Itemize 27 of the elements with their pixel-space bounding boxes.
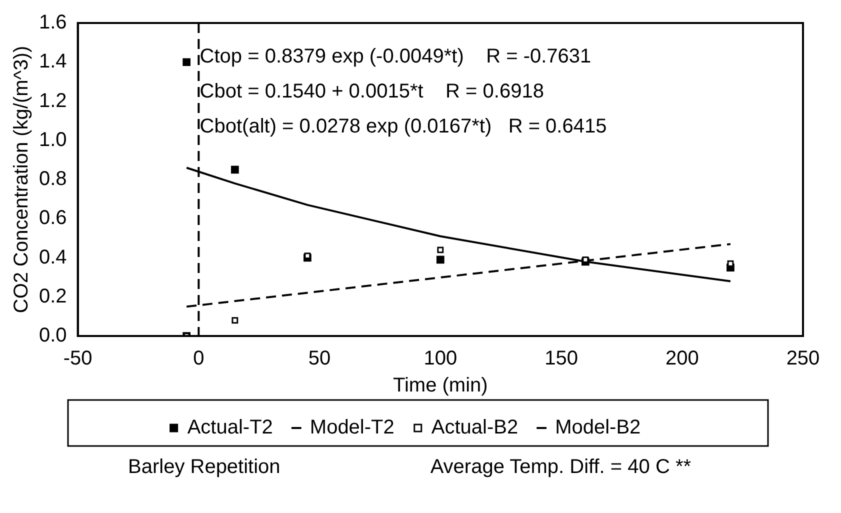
y-tick-label: 1.0 [38, 128, 67, 151]
x-tick-label: 200 [665, 348, 699, 370]
text: Barley Repetition [128, 456, 280, 479]
y-tick-label: 1.6 [38, 12, 67, 34]
y-tick-label: 1.4 [38, 50, 67, 73]
x-tick-label: 250 [786, 348, 820, 370]
y-tick-label: 0.4 [38, 246, 67, 268]
x-tick-label: 150 [544, 348, 578, 370]
y-tick-label: 0.8 [38, 168, 67, 190]
annotation: Cbot(alt) = 0.0278 exp (0.0167*t) R = 0.6415 [200, 116, 607, 138]
legend-label: Model-T2 [310, 416, 394, 439]
annotation: Ctop = 0.8379 exp (-0.0049*t) R = -0.7631 [200, 46, 592, 68]
x-tick-label: 50 [308, 348, 331, 370]
y-axis-title: CO2 Concentration (kg/(m^3)) [10, 46, 33, 314]
legend-label: Actual-T2 [187, 416, 273, 439]
y-tick-label: 0.6 [38, 207, 67, 230]
legend-label: Actual-B2 [431, 416, 518, 439]
x-tick-label: -50 [63, 348, 92, 370]
y-tick-label: 1.2 [38, 90, 67, 112]
y-tick-label: 0.0 [38, 324, 67, 347]
text: Average Temp. Diff. = 40 C ** [430, 456, 692, 479]
annotation: Cbot = 0.1540 + 0.0015*t R = 0.6918 [200, 80, 544, 103]
y-tick-label: 0.2 [38, 285, 67, 308]
x-axis-title: Time (min) [392, 374, 488, 397]
legend-label: Model-B2 [555, 416, 641, 439]
x-tick-label: 100 [424, 348, 458, 370]
x-tick-label: 0 [193, 348, 204, 370]
